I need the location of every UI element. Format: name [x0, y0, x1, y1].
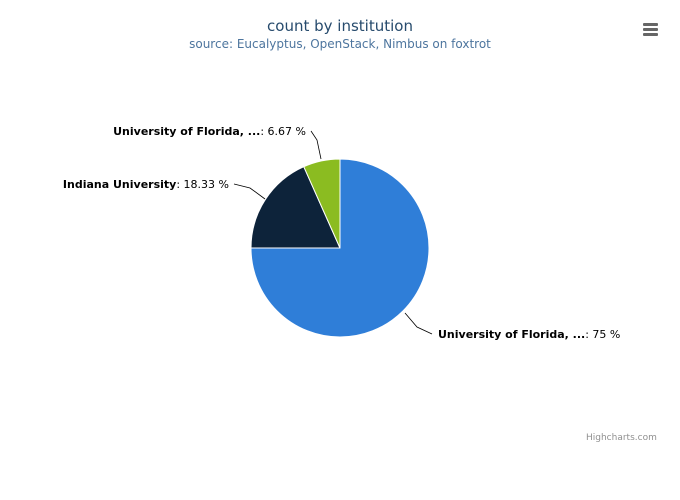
slice-name: Indiana University: [63, 178, 176, 191]
slice-data-label: Indiana University: 18.33 %: [63, 178, 229, 191]
slice-data-label: University of Florida, ...: 75 %: [438, 328, 620, 341]
slice-name: University of Florida, ...: [438, 328, 585, 341]
label-connector: [310, 130, 322, 160]
export-menu-button[interactable]: [638, 18, 662, 40]
label-connector: [233, 183, 266, 200]
chart-subtitle: source: Eucalyptus, OpenStack, Nimbus on…: [189, 37, 491, 51]
pie-slice[interactable]: [303, 158, 341, 249]
slice-percent: : 75 %: [585, 328, 620, 341]
credits-link[interactable]: Highcharts.com: [586, 433, 657, 443]
slice-data-label: University of Florida, ...: 6.67 %: [113, 125, 306, 138]
slice-percent: : 18.33 %: [176, 178, 229, 191]
label-connector: [404, 312, 433, 335]
chart-title: count by institution: [267, 17, 413, 35]
slice-percent: : 6.67 %: [260, 125, 306, 138]
pie-slice[interactable]: [250, 166, 341, 249]
slice-name: University of Florida, ...: [113, 125, 260, 138]
